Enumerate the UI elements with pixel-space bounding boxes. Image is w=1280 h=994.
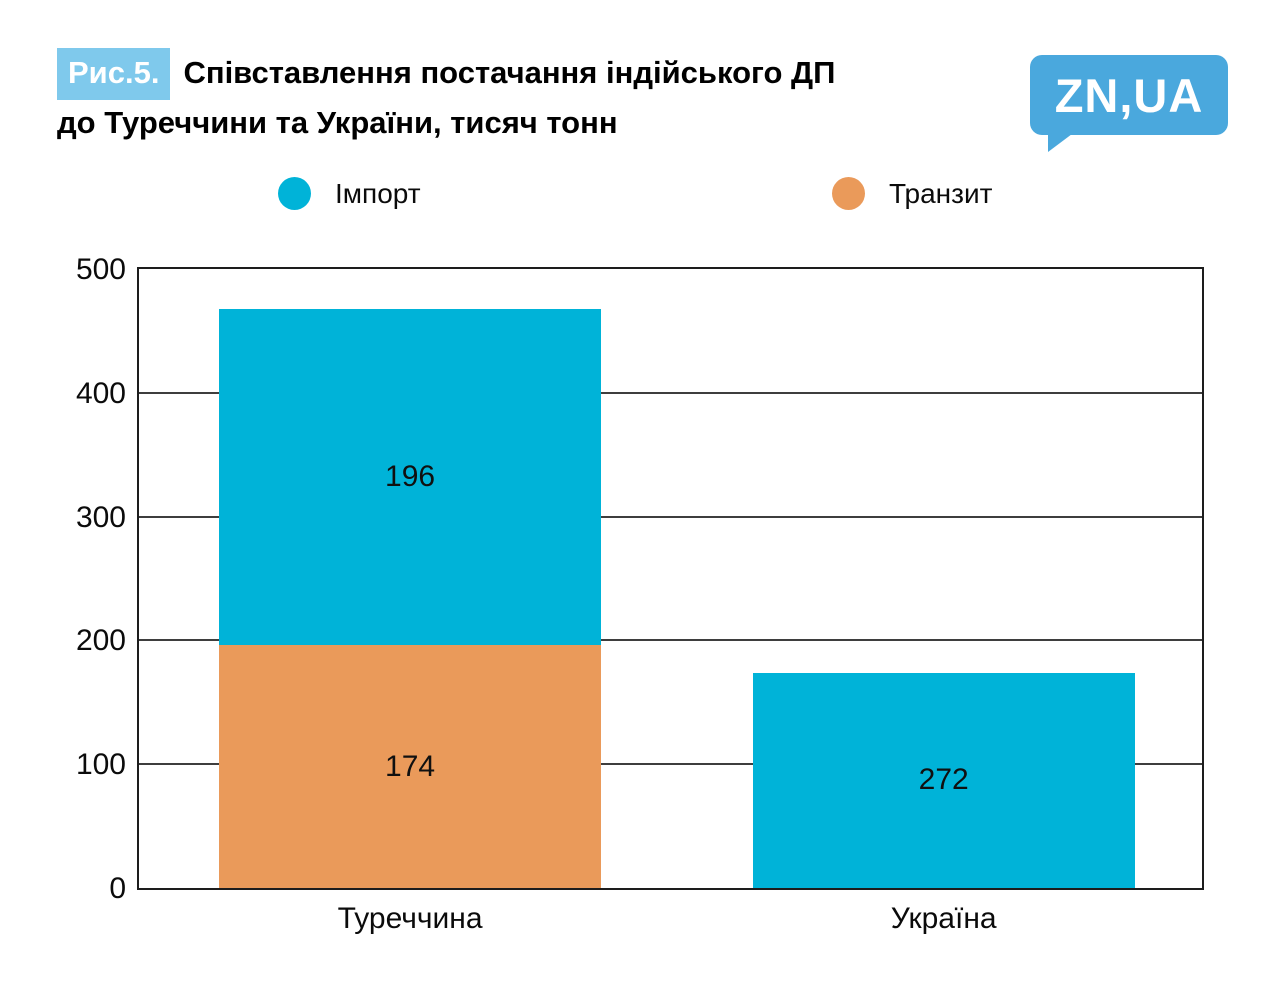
- y-tick-label-200: 200: [75, 624, 126, 658]
- gridline-100: [139, 763, 1202, 766]
- title-line-2: до Туреччини та України, тисяч тонн: [57, 104, 618, 140]
- title-line-1: Рис.5. Співставлення постачання індійсько…: [57, 48, 835, 100]
- znua-logo-text: ZN,UA: [1054, 68, 1204, 122]
- bar-value-label: 174: [385, 749, 436, 783]
- gridline-300: [139, 515, 1202, 518]
- plot-area: 174 196 272: [137, 267, 1204, 890]
- bar-segment-turkey-transit: 174: [219, 645, 602, 888]
- bar-segment-turkey-import: 196: [219, 308, 602, 646]
- legend-item-transit: Транзит: [832, 177, 992, 210]
- title-text-1: Співставлення постачання індійського ДП: [183, 55, 836, 90]
- x-category-label-ukraine: Україна: [890, 902, 997, 935]
- y-tick-label-100: 100: [75, 748, 126, 782]
- gridline-200: [139, 639, 1202, 642]
- gridline-400: [139, 391, 1202, 394]
- y-tick-label-0: 0: [109, 872, 126, 905]
- bar-segment-ukraine-import: 272: [752, 672, 1135, 888]
- x-category-label-turkey: Туреччина: [337, 902, 483, 935]
- import-legend-label: Імпорт: [335, 177, 421, 209]
- y-tick-label-300: 300: [75, 500, 126, 534]
- transit-legend-label: Транзит: [889, 177, 993, 209]
- y-tick-label-500: 500: [75, 253, 126, 286]
- znua-logo: ZN,UA: [1030, 55, 1228, 152]
- transit-legend-dot-icon: [832, 177, 865, 210]
- y-axis: 0 100 200 300 400 500: [0, 253, 126, 905]
- chart-title: Рис.5. Співставлення постачання індійсько…: [57, 48, 835, 146]
- figure-badge: Рис.5.: [57, 48, 171, 100]
- legend-item-import: Імпорт: [278, 177, 421, 210]
- y-tick-label-400: 400: [75, 376, 126, 410]
- bar-value-label: 196: [385, 459, 436, 493]
- x-axis: Туреччина Україна: [139, 902, 1202, 944]
- import-legend-dot-icon: [278, 177, 311, 210]
- bar-value-label: 272: [918, 763, 969, 797]
